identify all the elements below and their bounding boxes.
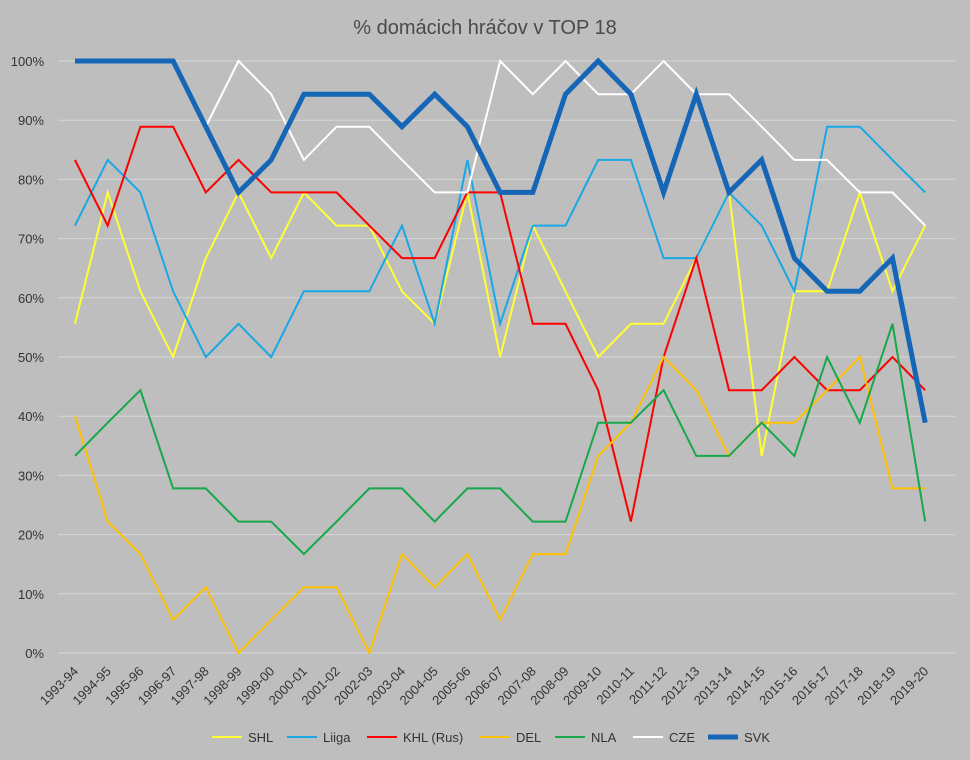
- y-tick-label: 90%: [18, 113, 44, 128]
- series-line-cze: [75, 59, 926, 227]
- series-line-svk: [75, 57, 928, 424]
- y-tick-label: 0%: [25, 646, 44, 661]
- legend: SHL Liiga KHL (Rus) DEL NLA CZE SVK: [212, 730, 770, 745]
- legend-label: SHL: [248, 730, 273, 745]
- y-tick-label: 60%: [18, 291, 44, 306]
- y-tick-label: 10%: [18, 587, 44, 602]
- series-line-liiga: [74, 125, 926, 359]
- legend-label: NLA: [591, 730, 617, 745]
- y-tick-label: 70%: [18, 232, 44, 247]
- series-lines: [74, 57, 928, 656]
- legend-label: Liiga: [323, 730, 351, 745]
- series-line-shl: [74, 188, 927, 457]
- gridlines: [58, 60, 955, 654]
- y-axis-ticks: 0% 10% 20% 30% 40% 50% 60% 70% 80% 90% 100%: [11, 54, 45, 661]
- y-tick-label: 100%: [11, 54, 45, 69]
- y-tick-label: 30%: [18, 468, 44, 483]
- y-tick-label: 40%: [18, 409, 44, 424]
- legend-label: KHL (Rus): [403, 730, 463, 745]
- y-tick-label: 20%: [18, 528, 44, 543]
- legend-label: SVK: [744, 730, 770, 745]
- series-line-del: [74, 355, 926, 656]
- legend-label: DEL: [516, 730, 541, 745]
- legend-label: CZE: [669, 730, 695, 745]
- chart-title: % domácich hráčov v TOP 18: [353, 17, 616, 39]
- x-axis-ticks: 1993-941994-951995-961996-971997-981998-…: [37, 664, 932, 708]
- series-line-nla: [74, 323, 927, 556]
- y-tick-label: 80%: [18, 172, 44, 187]
- y-tick-label: 50%: [18, 350, 44, 365]
